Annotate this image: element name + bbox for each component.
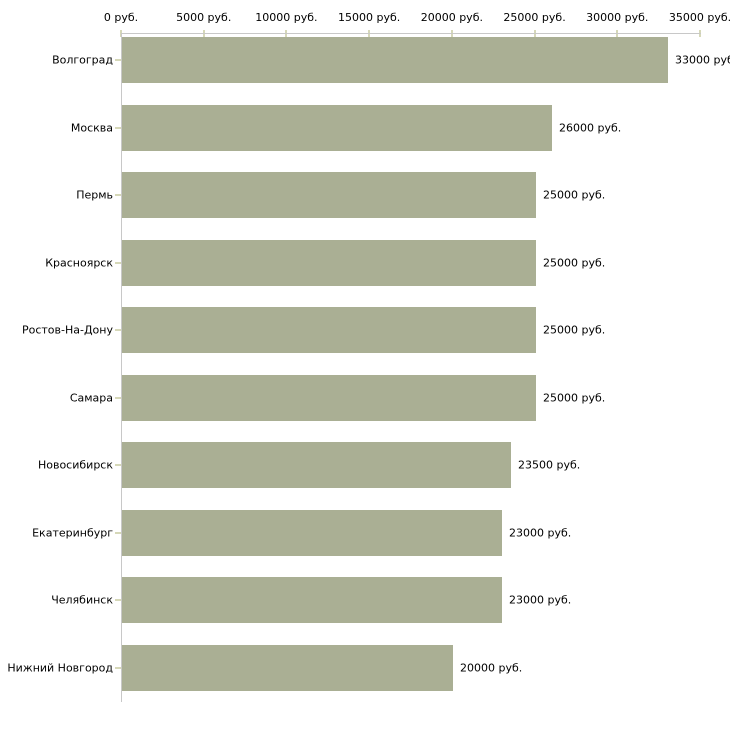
bar <box>122 104 552 151</box>
y-axis-tick <box>115 396 121 399</box>
bar <box>122 577 502 623</box>
category-label: Пермь <box>76 188 113 202</box>
category-label: Красноярск <box>45 256 113 269</box>
bar <box>122 172 536 218</box>
category-label: Екатеринбург <box>32 526 113 539</box>
x-axis-tick-label: 25000 руб. <box>503 11 566 24</box>
y-axis-tick <box>115 261 121 264</box>
value-label: 26000 руб. <box>559 121 622 134</box>
bar <box>122 644 453 691</box>
value-label: 23000 руб. <box>509 526 572 539</box>
y-axis-tick <box>115 126 121 129</box>
x-axis-tick-label: 10000 руб. <box>255 11 318 24</box>
y-axis-line <box>121 33 122 702</box>
value-label: 25000 руб. <box>543 188 606 202</box>
category-label: Самара <box>69 391 113 404</box>
value-label: 33000 руб <box>675 53 730 67</box>
x-axis-tick-label: 0 руб. <box>103 11 139 24</box>
y-axis-tick <box>115 329 121 331</box>
category-label: Челябинск <box>51 593 113 607</box>
bar <box>122 307 536 353</box>
value-label: 20000 руб. <box>460 661 523 674</box>
value-label: 25000 руб. <box>543 256 606 269</box>
category-label: Волгоград <box>52 53 113 67</box>
x-axis-tick-label: 30000 руб. <box>586 11 649 24</box>
bar <box>122 239 536 286</box>
category-label: Новосибирск <box>37 458 113 472</box>
bar <box>122 374 536 421</box>
bar <box>122 37 668 83</box>
value-label: 25000 руб. <box>543 391 606 404</box>
value-label: 25000 руб. <box>543 323 606 337</box>
value-label: 23500 руб. <box>518 458 581 472</box>
x-axis-tick-label: 20000 руб. <box>420 11 483 24</box>
category-label: Нижний Новгород <box>7 661 113 674</box>
x-axis-line <box>121 33 701 34</box>
x-axis-tick-label: 15000 руб. <box>338 11 401 24</box>
category-label: Москва <box>70 121 113 134</box>
x-axis-tick-label: 5000 руб. <box>176 11 232 24</box>
y-axis-tick <box>115 666 121 669</box>
x-axis-tick-label: 35000 руб. <box>668 11 730 24</box>
bar <box>122 442 511 488</box>
y-axis-tick <box>115 464 121 466</box>
y-axis-tick <box>115 59 121 61</box>
y-axis-tick <box>115 531 121 534</box>
category-label: Ростов-На-Дону <box>21 323 113 337</box>
y-axis-tick <box>115 194 121 196</box>
y-axis-tick <box>115 599 121 601</box>
value-label: 23000 руб. <box>509 593 572 607</box>
bar <box>122 509 502 556</box>
